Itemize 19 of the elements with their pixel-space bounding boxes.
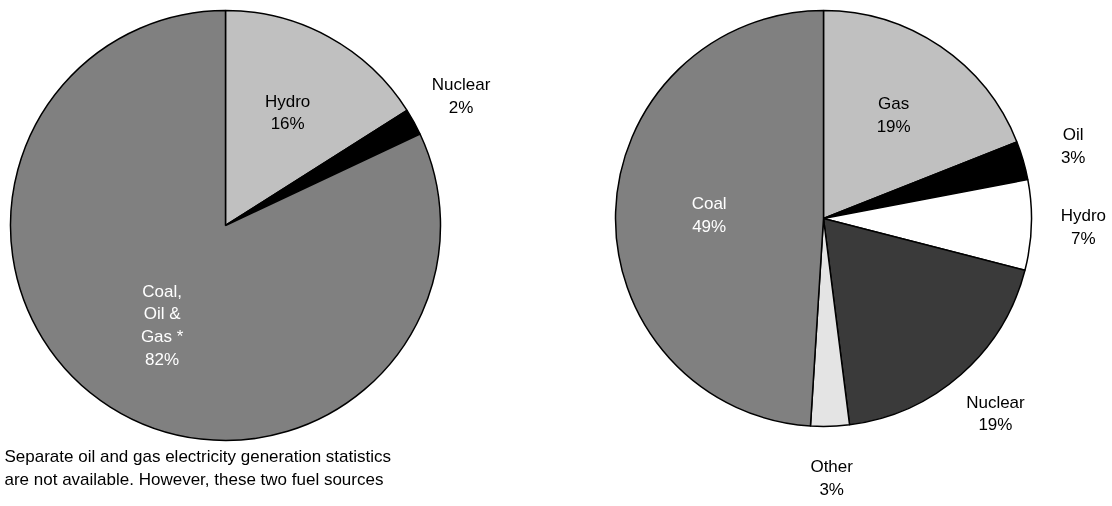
data-label: 3% (1060, 147, 1086, 167)
slice-label: Coal (691, 194, 727, 214)
slice-label: Hydro (264, 91, 311, 111)
slice-label: Gas (878, 94, 910, 114)
data-label: 82% (145, 350, 180, 370)
data-label: 19% (876, 117, 911, 137)
slice-label: Nuclear (966, 392, 1026, 412)
slice-label: Coal, Oil & Gas * (140, 281, 184, 347)
data-label: 7% (1071, 228, 1096, 248)
data-label: 2% (448, 97, 474, 117)
data-label: 19% (978, 415, 1013, 435)
slice-label: Other (810, 457, 854, 477)
data-label: 49% (692, 216, 727, 236)
data-label: 3% (819, 480, 844, 500)
data-label: 16% (270, 114, 305, 134)
slice-label: Hydro (1060, 205, 1107, 225)
text: Separate oil and gas electricity generation statistics are not available. However, these two fuel sources (4, 447, 391, 489)
slice-label: Oil (1062, 125, 1084, 145)
slice-label: Nuclear (431, 75, 491, 95)
